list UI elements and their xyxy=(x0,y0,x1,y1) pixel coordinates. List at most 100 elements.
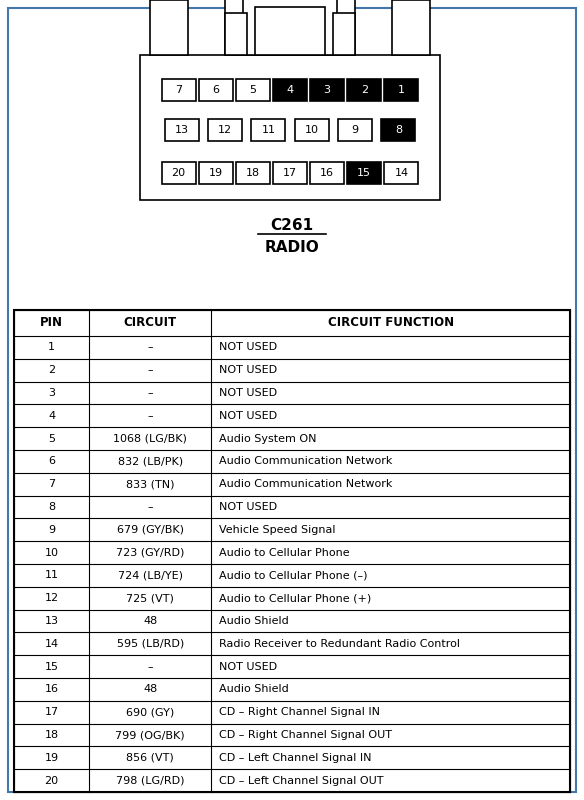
Text: 13: 13 xyxy=(44,616,58,626)
Text: Audio Shield: Audio Shield xyxy=(220,684,289,694)
Bar xyxy=(165,119,199,141)
Text: 832 (LB/PK): 832 (LB/PK) xyxy=(117,456,183,466)
Text: 9: 9 xyxy=(48,525,55,534)
Text: 8: 8 xyxy=(395,125,402,135)
Text: 725 (VT): 725 (VT) xyxy=(126,593,174,603)
Bar xyxy=(150,0,188,55)
Text: 14: 14 xyxy=(44,639,58,649)
Bar xyxy=(347,162,381,184)
Text: 9: 9 xyxy=(352,125,359,135)
Bar xyxy=(243,0,337,55)
Bar xyxy=(225,0,355,55)
Text: NOT USED: NOT USED xyxy=(220,502,277,512)
Text: CIRCUIT: CIRCUIT xyxy=(124,317,177,330)
Text: 16: 16 xyxy=(320,168,334,178)
Bar xyxy=(384,79,418,101)
Bar xyxy=(162,79,196,101)
Text: 11: 11 xyxy=(261,125,275,135)
Text: –: – xyxy=(147,411,153,421)
Text: RADIO: RADIO xyxy=(265,240,319,255)
Text: NOT USED: NOT USED xyxy=(220,411,277,421)
Text: 4: 4 xyxy=(48,411,55,421)
Bar xyxy=(338,119,372,141)
Text: 690 (GY): 690 (GY) xyxy=(126,707,175,717)
Text: 3: 3 xyxy=(324,85,331,95)
Text: NOT USED: NOT USED xyxy=(220,388,277,398)
Bar xyxy=(310,162,344,184)
Text: CD – Left Channel Signal OUT: CD – Left Channel Signal OUT xyxy=(220,776,384,786)
Bar xyxy=(381,119,415,141)
Text: 856 (VT): 856 (VT) xyxy=(126,753,174,763)
Text: 13: 13 xyxy=(175,125,189,135)
Text: 5: 5 xyxy=(249,85,256,95)
Text: 5: 5 xyxy=(48,434,55,443)
Text: 17: 17 xyxy=(44,707,58,717)
Text: 6: 6 xyxy=(212,85,219,95)
Bar xyxy=(162,162,196,184)
Text: 833 (TN): 833 (TN) xyxy=(126,479,175,489)
Text: 18: 18 xyxy=(246,168,260,178)
Text: Radio Receiver to Redundant Radio Control: Radio Receiver to Redundant Radio Contro… xyxy=(220,639,460,649)
Text: 1068 (LG/BK): 1068 (LG/BK) xyxy=(113,434,187,443)
Text: Audio System ON: Audio System ON xyxy=(220,434,317,443)
Text: 12: 12 xyxy=(218,125,232,135)
Text: 15: 15 xyxy=(357,168,371,178)
Bar xyxy=(255,7,325,55)
Text: Audio to Cellular Phone (–): Audio to Cellular Phone (–) xyxy=(220,570,368,581)
Text: Audio Communication Network: Audio Communication Network xyxy=(220,479,393,489)
Bar xyxy=(384,162,418,184)
Text: 10: 10 xyxy=(305,125,319,135)
Text: 2: 2 xyxy=(48,365,55,375)
Text: 4: 4 xyxy=(286,85,294,95)
Bar xyxy=(208,119,242,141)
Text: Audio Communication Network: Audio Communication Network xyxy=(220,456,393,466)
Bar xyxy=(333,13,355,55)
Text: C261: C261 xyxy=(270,218,314,233)
Bar xyxy=(236,162,270,184)
Text: 8: 8 xyxy=(48,502,55,512)
Text: 798 (LG/RD): 798 (LG/RD) xyxy=(116,776,185,786)
Text: 679 (GY/BK): 679 (GY/BK) xyxy=(117,525,184,534)
Bar xyxy=(273,162,307,184)
Bar xyxy=(14,310,570,792)
Text: 724 (LB/YE): 724 (LB/YE) xyxy=(118,570,183,581)
Text: 7: 7 xyxy=(175,85,182,95)
Bar xyxy=(310,79,344,101)
Text: –: – xyxy=(147,365,153,375)
Text: NOT USED: NOT USED xyxy=(220,662,277,672)
Text: Audio Shield: Audio Shield xyxy=(220,616,289,626)
Text: Audio to Cellular Phone: Audio to Cellular Phone xyxy=(220,547,350,558)
Text: CD – Right Channel Signal IN: CD – Right Channel Signal IN xyxy=(220,707,380,717)
Text: CD – Left Channel Signal IN: CD – Left Channel Signal IN xyxy=(220,753,372,763)
Bar xyxy=(236,79,270,101)
Text: CIRCUIT FUNCTION: CIRCUIT FUNCTION xyxy=(328,317,454,330)
Text: 18: 18 xyxy=(44,730,58,740)
Bar xyxy=(392,0,430,55)
Bar xyxy=(347,79,381,101)
Text: 1: 1 xyxy=(48,342,55,352)
Text: NOT USED: NOT USED xyxy=(220,365,277,375)
Text: –: – xyxy=(147,342,153,352)
Text: 16: 16 xyxy=(44,684,58,694)
Text: 1: 1 xyxy=(398,85,405,95)
Bar xyxy=(225,13,247,55)
Text: 15: 15 xyxy=(44,662,58,672)
Text: 48: 48 xyxy=(143,616,157,626)
Text: 6: 6 xyxy=(48,456,55,466)
Text: Vehicle Speed Signal: Vehicle Speed Signal xyxy=(220,525,336,534)
Text: –: – xyxy=(147,502,153,512)
Text: 11: 11 xyxy=(44,570,58,581)
Text: 12: 12 xyxy=(44,593,58,603)
Text: 19: 19 xyxy=(208,168,223,178)
Bar xyxy=(273,79,307,101)
Text: 595 (LB/RD): 595 (LB/RD) xyxy=(117,639,184,649)
Text: Audio to Cellular Phone (+): Audio to Cellular Phone (+) xyxy=(220,593,371,603)
Text: 48: 48 xyxy=(143,684,157,694)
Text: PIN: PIN xyxy=(40,317,63,330)
Bar xyxy=(251,119,286,141)
Text: 19: 19 xyxy=(44,753,58,763)
Text: 17: 17 xyxy=(283,168,297,178)
Text: –: – xyxy=(147,388,153,398)
Text: NOT USED: NOT USED xyxy=(220,342,277,352)
Bar xyxy=(140,55,440,200)
